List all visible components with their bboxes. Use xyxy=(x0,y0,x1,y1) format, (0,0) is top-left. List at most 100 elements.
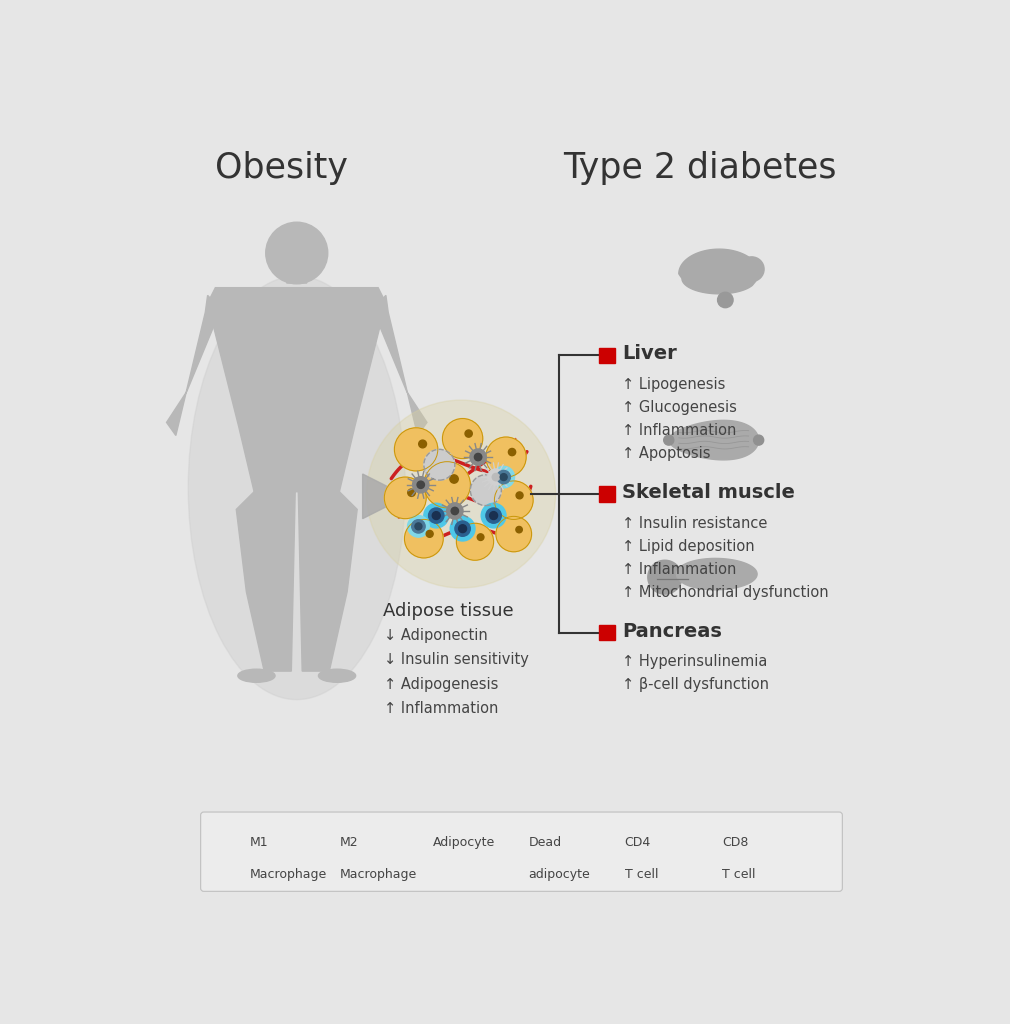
Text: ↑ β-cell dysfunction: ↑ β-cell dysfunction xyxy=(622,677,770,692)
Polygon shape xyxy=(167,295,221,435)
Text: ↑ Insulin resistance: ↑ Insulin resistance xyxy=(622,515,768,530)
Text: ↓ Adiponectin: ↓ Adiponectin xyxy=(384,628,487,643)
Ellipse shape xyxy=(318,670,356,682)
Circle shape xyxy=(500,474,507,480)
Circle shape xyxy=(457,523,494,560)
Polygon shape xyxy=(677,558,758,590)
Text: ↑ Lipid deposition: ↑ Lipid deposition xyxy=(622,539,754,554)
Text: Macrophage: Macrophage xyxy=(249,867,326,881)
Circle shape xyxy=(493,466,514,487)
Circle shape xyxy=(454,521,471,537)
Circle shape xyxy=(694,830,718,855)
Polygon shape xyxy=(236,492,295,671)
Polygon shape xyxy=(373,295,427,435)
Circle shape xyxy=(442,419,483,459)
Circle shape xyxy=(316,836,331,850)
Text: ↑ Apoptosis: ↑ Apoptosis xyxy=(622,446,711,461)
Circle shape xyxy=(595,829,621,856)
Circle shape xyxy=(226,836,240,850)
Text: Adipocyte: Adipocyte xyxy=(433,836,495,849)
Circle shape xyxy=(516,526,522,532)
Text: CD8: CD8 xyxy=(722,836,748,849)
Circle shape xyxy=(508,449,516,456)
Circle shape xyxy=(492,473,500,480)
Circle shape xyxy=(426,530,433,538)
Text: Type 2 diabetes: Type 2 diabetes xyxy=(563,152,836,185)
Circle shape xyxy=(465,430,473,437)
Circle shape xyxy=(486,437,526,477)
Text: ↑ Hyperinsulinemia: ↑ Hyperinsulinemia xyxy=(622,654,768,669)
Text: M2: M2 xyxy=(340,836,359,849)
Circle shape xyxy=(490,512,498,519)
Circle shape xyxy=(412,476,429,493)
Circle shape xyxy=(496,516,531,552)
Circle shape xyxy=(488,469,504,485)
Polygon shape xyxy=(208,288,386,303)
Circle shape xyxy=(449,475,459,483)
Circle shape xyxy=(450,516,475,541)
Text: T cell: T cell xyxy=(722,867,755,881)
Circle shape xyxy=(408,488,415,497)
Circle shape xyxy=(470,449,486,465)
Circle shape xyxy=(408,515,429,538)
Text: ↑ Inflammation: ↑ Inflammation xyxy=(622,423,736,438)
Polygon shape xyxy=(669,421,759,460)
Text: ↑ Adipogenesis: ↑ Adipogenesis xyxy=(384,677,498,691)
Circle shape xyxy=(717,292,733,307)
Circle shape xyxy=(385,477,426,519)
Circle shape xyxy=(497,470,510,483)
Text: M1: M1 xyxy=(249,836,268,849)
Bar xyxy=(599,625,614,640)
Text: Macrophage: Macrophage xyxy=(340,867,417,881)
Circle shape xyxy=(664,435,674,445)
Text: CD4: CD4 xyxy=(624,836,650,849)
Text: Adipose tissue: Adipose tissue xyxy=(383,602,513,620)
Circle shape xyxy=(424,503,448,528)
Circle shape xyxy=(459,524,467,532)
Circle shape xyxy=(446,503,463,519)
Bar xyxy=(599,486,614,502)
Text: ↑ Mitochondrial dysfunction: ↑ Mitochondrial dysfunction xyxy=(622,585,829,600)
Text: adipocyte: adipocyte xyxy=(528,867,590,881)
Circle shape xyxy=(604,839,612,847)
Circle shape xyxy=(412,519,425,534)
Circle shape xyxy=(415,523,422,529)
Text: ↑ Glucogenesis: ↑ Glucogenesis xyxy=(622,400,737,415)
Text: ↑ Inflammation: ↑ Inflammation xyxy=(384,700,498,716)
Circle shape xyxy=(404,519,443,558)
Circle shape xyxy=(699,836,713,850)
Circle shape xyxy=(516,492,523,499)
Circle shape xyxy=(320,840,327,846)
Circle shape xyxy=(419,440,426,447)
Polygon shape xyxy=(287,272,307,283)
Text: Skeletal muscle: Skeletal muscle xyxy=(622,483,795,502)
Ellipse shape xyxy=(188,276,405,699)
Circle shape xyxy=(478,534,484,541)
Circle shape xyxy=(230,840,236,846)
Circle shape xyxy=(753,435,764,445)
Circle shape xyxy=(451,507,459,515)
Polygon shape xyxy=(208,303,386,492)
Circle shape xyxy=(432,512,440,519)
Circle shape xyxy=(739,257,765,282)
Circle shape xyxy=(475,454,482,461)
Text: ↓ Insulin sensitivity: ↓ Insulin sensitivity xyxy=(384,652,528,668)
Circle shape xyxy=(418,837,423,842)
Circle shape xyxy=(394,428,437,471)
Text: ↑ Lipogenesis: ↑ Lipogenesis xyxy=(622,377,725,392)
FancyBboxPatch shape xyxy=(201,812,842,891)
Circle shape xyxy=(428,508,444,523)
Polygon shape xyxy=(679,249,758,294)
Polygon shape xyxy=(298,492,358,671)
Text: ↑ Inflammation: ↑ Inflammation xyxy=(622,562,736,577)
Circle shape xyxy=(266,222,328,284)
Circle shape xyxy=(486,508,501,523)
Polygon shape xyxy=(647,560,682,594)
Text: Obesity: Obesity xyxy=(215,152,347,185)
Bar xyxy=(599,348,614,364)
Circle shape xyxy=(494,481,533,519)
Text: Dead: Dead xyxy=(528,836,562,849)
Circle shape xyxy=(600,835,616,851)
Polygon shape xyxy=(363,474,407,519)
Circle shape xyxy=(417,481,424,488)
